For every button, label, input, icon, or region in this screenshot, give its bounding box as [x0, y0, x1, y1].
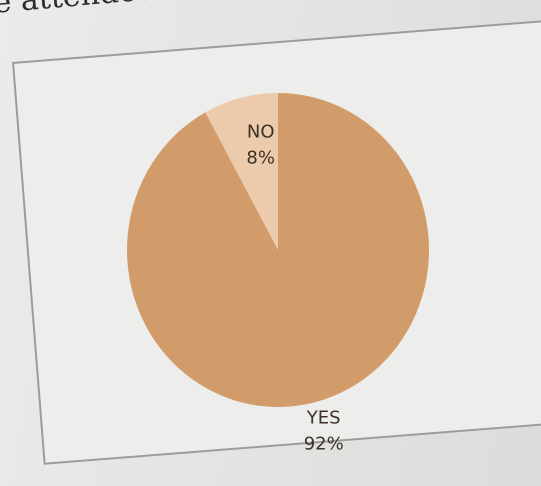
- pie-labels: NO 8% YES 92%: [246, 122, 343, 455]
- pie-value-no: 8%: [246, 148, 275, 169]
- pie-label-no: NO: [247, 122, 275, 143]
- pie-label-yes: YES: [306, 408, 341, 429]
- pie-slices: [127, 93, 430, 407]
- pie-slice-yes: [127, 93, 430, 407]
- pie-value-yes: 92%: [304, 434, 344, 455]
- pie-slice-no: [205, 93, 278, 250]
